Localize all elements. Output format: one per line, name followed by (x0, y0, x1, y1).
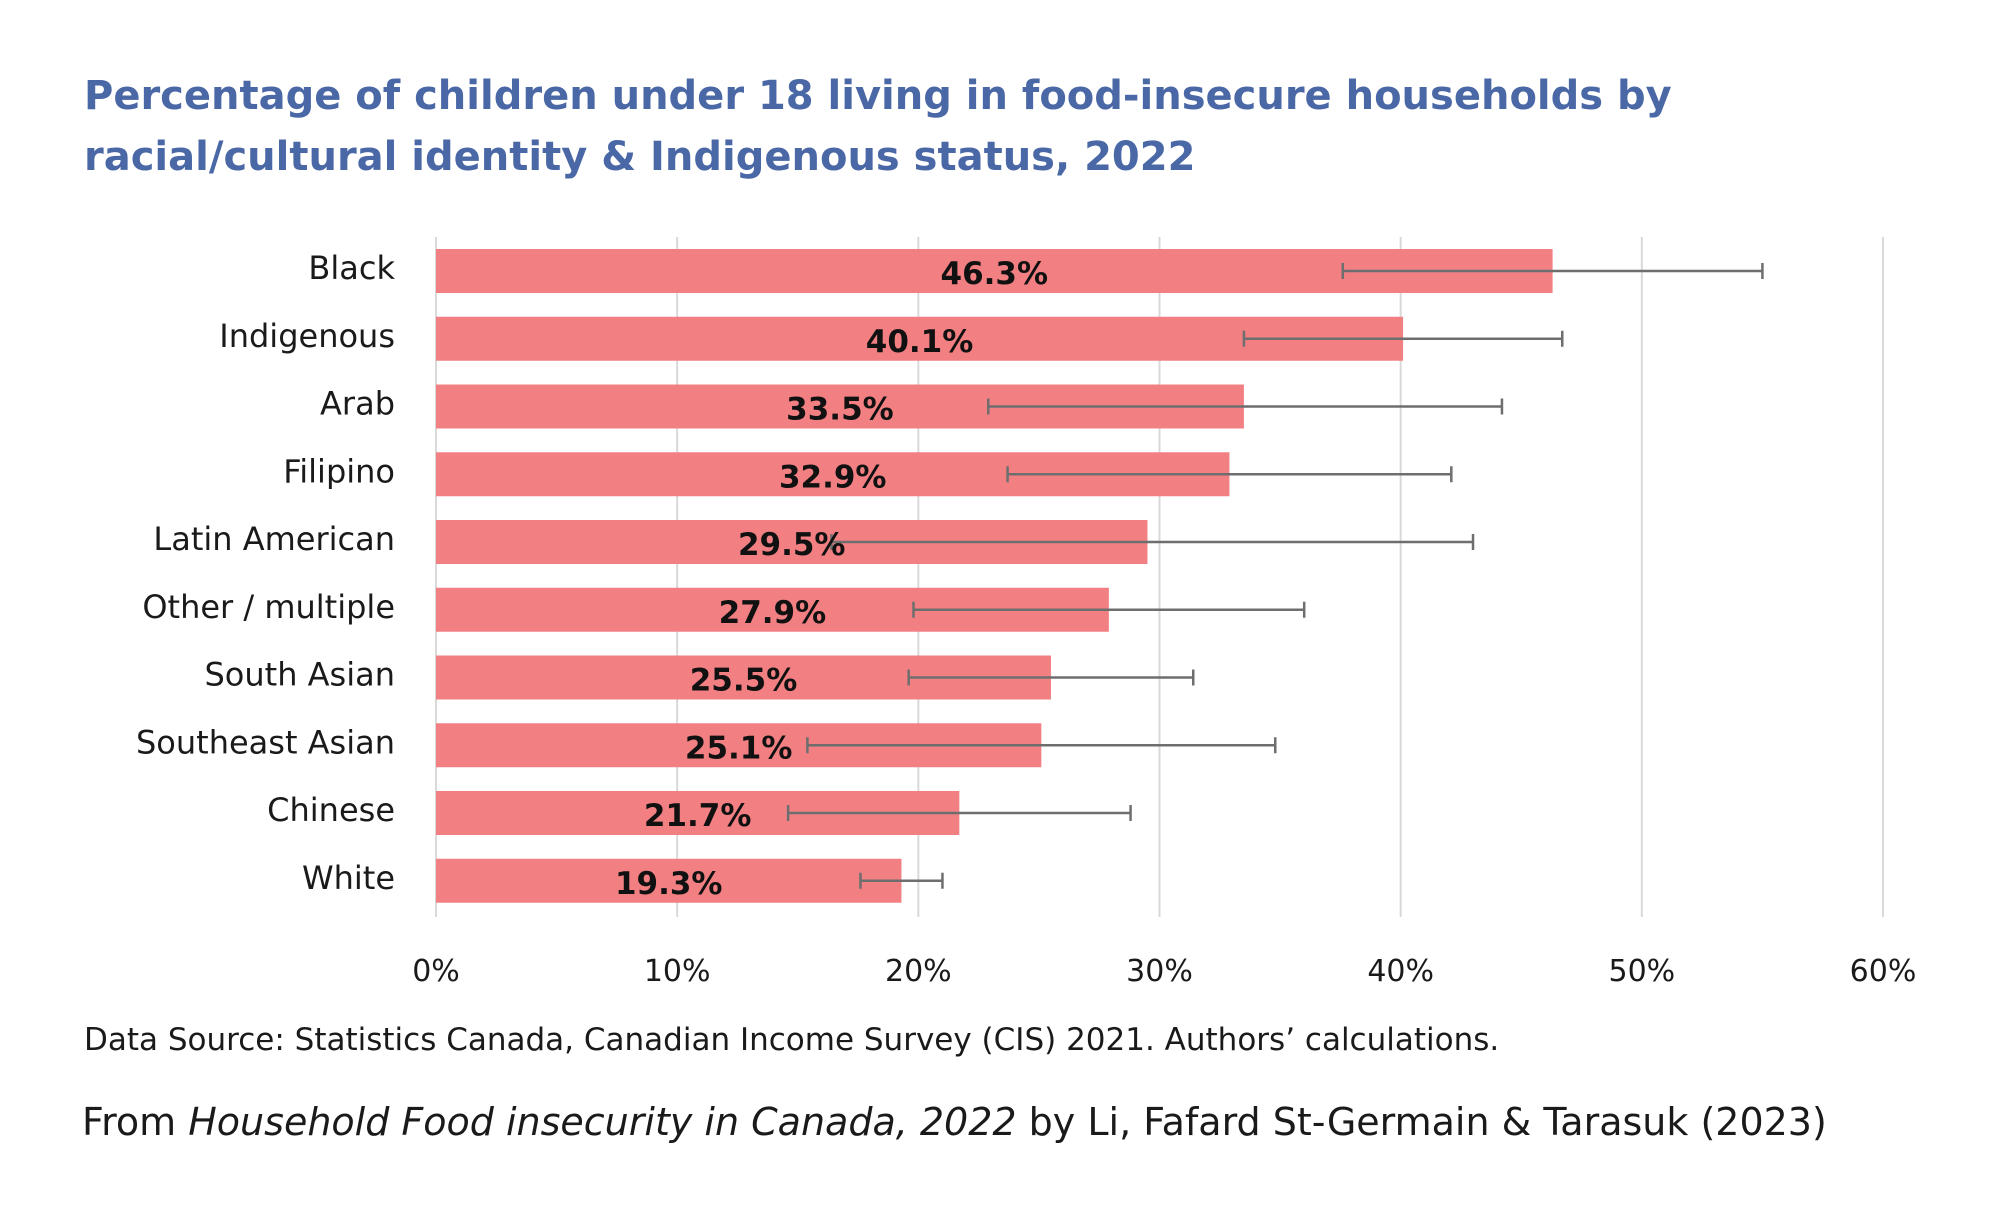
bars (436, 249, 1553, 903)
x-tick-label: 40% (1367, 954, 1434, 989)
bar-chart: 46.3% 40.1% 33.5% 32.9% 29.5% 27.9% 25.5% 25.1%… (136, 237, 1916, 989)
category-labels: Black Indigenous Arab Filipino Latin America… (136, 249, 396, 897)
data-label: 40.1% (866, 324, 974, 360)
citation-suffix: by Li, Fafard St-Germain & Tarasuk (2023… (1016, 1100, 1827, 1144)
data-label: 19.3% (615, 866, 723, 902)
category-label: Chinese (267, 791, 395, 829)
bar (436, 858, 902, 903)
category-label: Other / multiple (142, 588, 395, 626)
x-tick-label: 0% (412, 954, 460, 989)
source-note: Data Source: Statistics Canada, Canadian… (84, 1022, 1500, 1058)
data-label: 33.5% (786, 392, 894, 428)
citation-prefix: From (82, 1100, 189, 1144)
data-label: 27.9% (719, 595, 827, 631)
data-labels: 46.3% 40.1% 33.5% 32.9% 29.5% 27.9% 25.5% 25.1%… (615, 256, 1048, 902)
category-label: Black (308, 249, 395, 287)
category-label: Filipino (283, 452, 395, 490)
category-label: Arab (320, 385, 395, 423)
x-tick-label: 50% (1608, 954, 1675, 989)
data-label: 46.3% (941, 256, 1049, 292)
citation-title: Household Food insecurity in Canada, 202… (188, 1100, 1017, 1144)
x-tick-label: 20% (885, 954, 952, 989)
category-label: South Asian (204, 656, 395, 694)
data-label: 21.7% (644, 798, 752, 834)
data-label: 32.9% (779, 459, 887, 495)
bar (436, 316, 1404, 361)
x-tick-label: 30% (1126, 954, 1193, 989)
data-label: 25.5% (690, 663, 798, 699)
citation: From Household Food insecurity in Canada… (82, 1100, 1827, 1144)
chart-title: Percentage of children under 18 living i… (84, 73, 1672, 180)
category-label: White (302, 859, 395, 897)
error-bars (786, 263, 1764, 889)
category-label: Southeast Asian (136, 723, 395, 761)
x-tick-label: 60% (1850, 954, 1917, 989)
x-tick-labels: 0% 10% 20% 30% 40% 50% 60% (412, 954, 1916, 989)
category-label: Latin American (153, 520, 395, 558)
data-label: 29.5% (738, 527, 846, 563)
x-tick-label: 10% (644, 954, 711, 989)
data-label: 25.1% (685, 730, 793, 766)
category-label: Indigenous (219, 317, 395, 355)
